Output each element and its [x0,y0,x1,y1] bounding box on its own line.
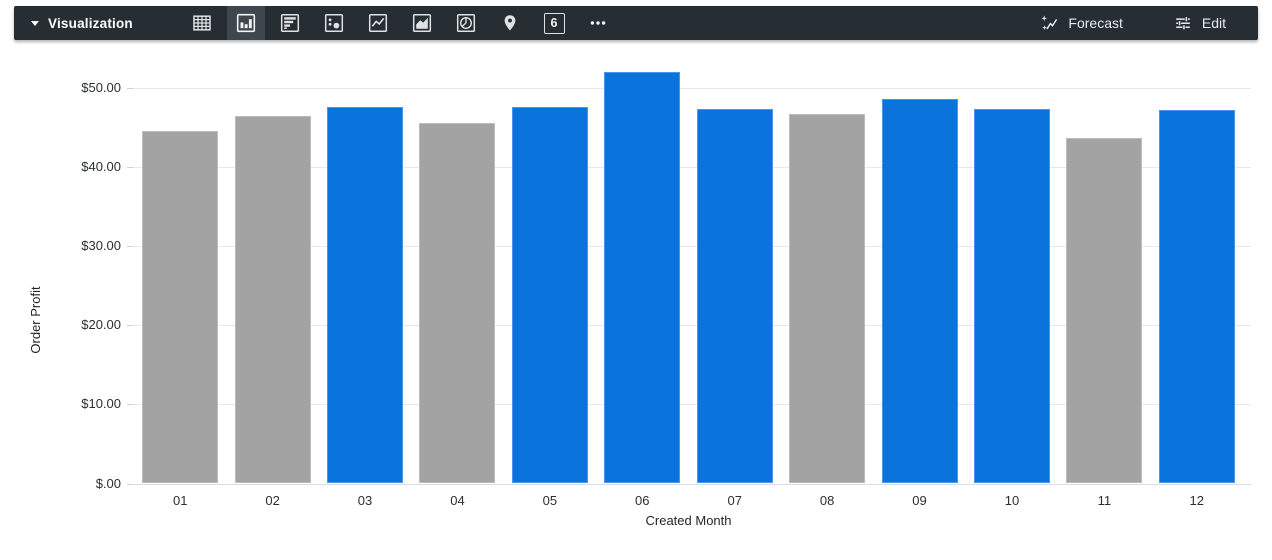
visualization-title: Visualization [48,15,133,31]
table-icon [193,15,211,31]
dropdown-caret-icon [31,20,39,26]
bar-month-03[interactable] [327,106,404,484]
column-chart: $.00 $10.00 $20.00 $30.00 $40.00 $50.00 01 02 03… [0,46,1272,560]
map-icon [504,15,516,31]
forecast-button[interactable]: Forecast [1033,12,1128,34]
bar-month-01[interactable] [142,130,219,484]
x-tick-label: 12 [1189,492,1205,508]
map-button[interactable] [491,6,529,40]
y-gridline [133,167,1251,169]
visualization-toolbar: Visualization [14,6,1258,40]
y-tick-mark [127,88,133,89]
area-chart-button[interactable] [403,6,441,40]
x-tick-label: 10 [1004,492,1020,508]
x-tick-label: 03 [357,492,373,508]
bar-chart-button[interactable] [271,6,309,40]
y-axis-title: Order Profit [28,286,43,354]
edit-icon [1176,16,1190,31]
bar-month-02[interactable] [234,116,311,484]
y-gridline [133,246,1251,248]
bar-month-10[interactable] [973,108,1050,484]
scatter-chart-icon [324,13,344,33]
pie-chart-button[interactable] [447,6,485,40]
y-tick-label: $.00 [95,475,121,491]
bar-month-06[interactable] [604,72,681,484]
bar-month-12[interactable] [1158,110,1235,484]
y-tick-mark [127,483,133,485]
x-tick-label: 04 [450,492,465,508]
column-chart-icon [236,13,256,33]
y-tick-label: $50.00 [81,80,121,95]
x-tick-label: 06 [635,492,650,508]
table-chart-button[interactable] [183,6,221,40]
more-options-icon [590,21,606,25]
x-axis-title: Created Month [645,512,732,528]
chart-type-switcher: 6 [183,6,617,40]
visualization-menu-button[interactable]: Visualization [14,15,139,32]
line-chart-button[interactable] [359,6,397,40]
bar-chart-icon [280,13,300,33]
line-chart-icon [368,13,388,33]
y-gridline [133,483,1251,485]
y-tick-label: $30.00 [81,238,121,254]
bar-month-11[interactable] [1066,137,1143,484]
y-tick-label: $10.00 [81,396,121,412]
y-gridline [133,404,1251,406]
bar-month-04[interactable] [419,122,496,484]
more-options-button[interactable] [579,6,617,40]
y-tick-label: $20.00 [81,317,121,333]
forecast-icon [1041,15,1058,30]
pie-chart-icon [456,13,476,33]
y-gridline [133,88,1251,89]
toolbar-actions: Forecast Edit [1033,12,1258,34]
y-tick-mark [127,404,133,406]
bar-month-09[interactable] [881,99,958,484]
edit-label: Edit [1201,15,1226,31]
scatter-chart-button[interactable] [315,6,353,40]
x-tick-label: 09 [912,492,927,508]
x-tick-label: 11 [1097,492,1112,508]
y-tick-label: $40.00 [81,159,121,175]
area-chart-icon [412,13,432,33]
bar-month-05[interactable] [511,106,588,484]
x-tick-label: 05 [542,492,558,508]
x-tick-label: 01 [172,492,188,508]
forecast-label: Forecast [1068,15,1123,31]
bar-month-07[interactable] [696,109,773,484]
single-value-button[interactable]: 6 [535,6,573,40]
single-value-glyph: 6 [550,15,558,30]
bar-month-08[interactable] [789,114,866,484]
x-tick-label: 07 [727,492,742,508]
single-value-icon: 6 [543,12,565,34]
y-tick-mark [127,167,133,169]
x-tick-label: 02 [265,492,280,508]
y-tick-mark [127,325,133,327]
x-tick-label: 08 [819,492,835,508]
y-tick-mark [127,246,133,248]
y-gridline [133,325,1251,327]
edit-button[interactable]: Edit [1167,12,1232,34]
column-chart-button[interactable] [227,6,265,40]
